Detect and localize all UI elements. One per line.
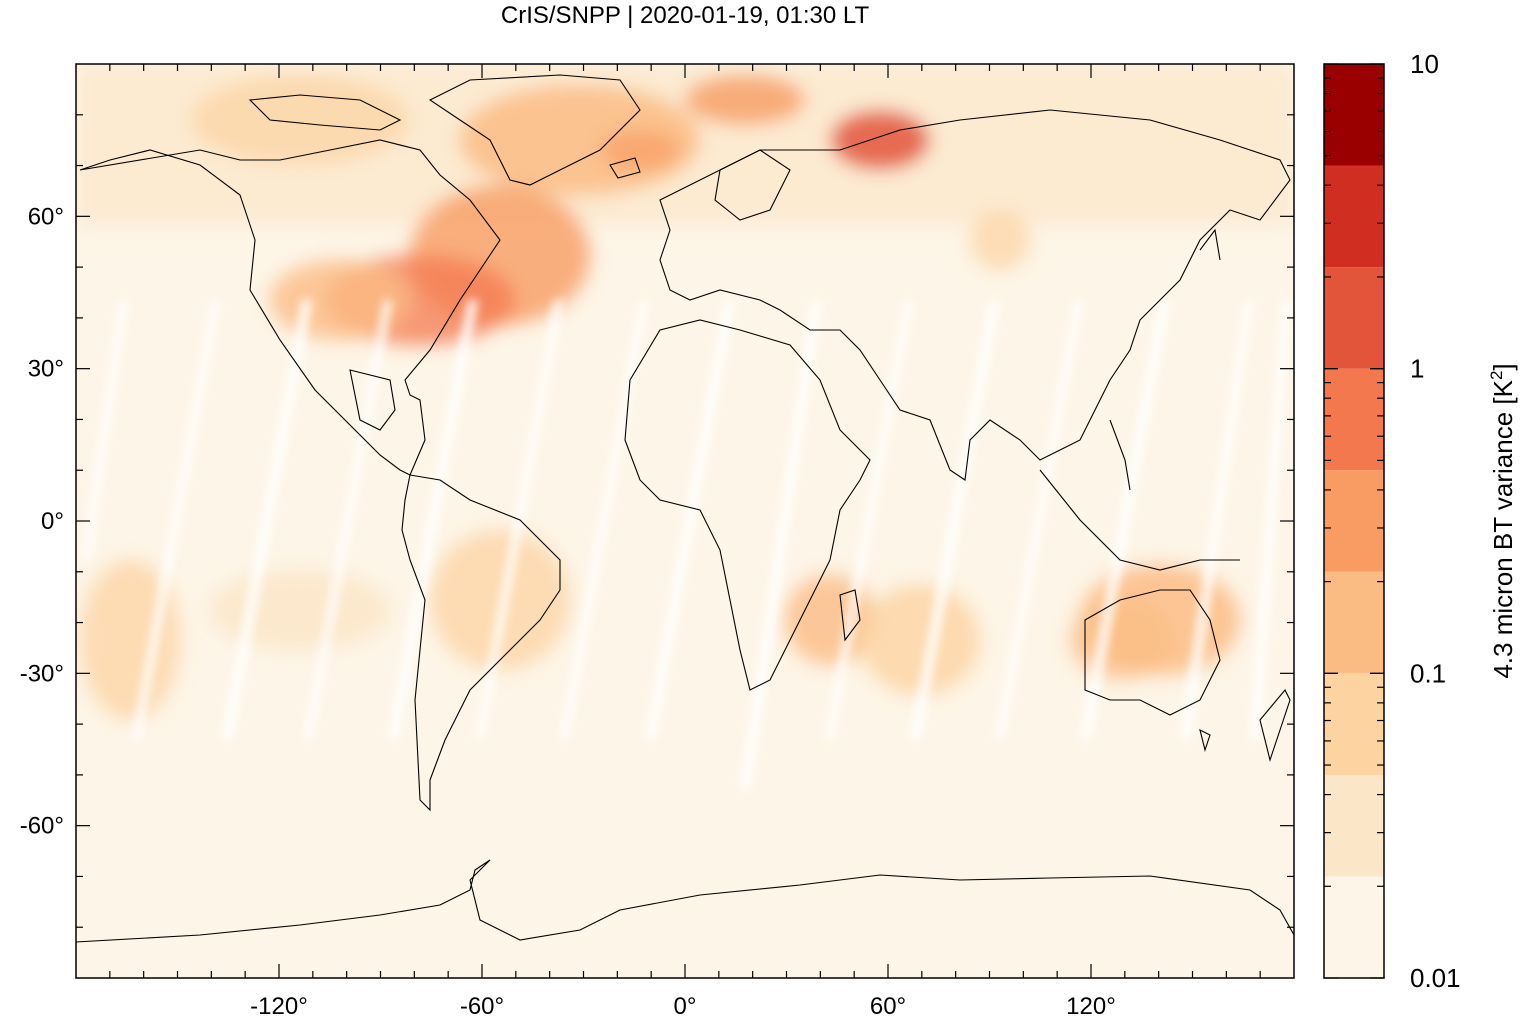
y-tick-label: -30° <box>20 660 64 687</box>
chart-title: CrIS/SNPP | 2020-01-19, 01:30 LT <box>500 2 870 29</box>
colorbar-frame <box>1323 63 1385 979</box>
x-tick-label: 60° <box>870 993 906 1020</box>
colorbar-band <box>1324 267 1384 369</box>
colorbar-band <box>1324 774 1384 877</box>
colorbar-band <box>1324 165 1384 268</box>
y-axis: 60° 30° 0° -30° -60° <box>20 114 1294 928</box>
colorbar-label: 4.3 micron BT variance [K2] <box>1487 363 1518 678</box>
y-tick-label: 0° <box>41 508 64 535</box>
colorbar-tick-label: 1 <box>1410 354 1424 384</box>
colorbar-tick-label: 10 <box>1410 49 1439 79</box>
colorbar-ticks: 10 1 0.1 0.01 <box>1324 49 1461 993</box>
variance-field <box>76 64 1294 720</box>
colorbar-band <box>1324 368 1384 471</box>
colorbar-tick-label: 0.01 <box>1410 963 1461 993</box>
coastlines <box>76 74 1294 943</box>
y-tick-label: 30° <box>28 356 64 383</box>
colorbar-band <box>1324 64 1384 166</box>
x-axis: -120° -60° 0° 60° 120° <box>109 64 1261 1020</box>
y-tick-label: 60° <box>28 203 64 230</box>
x-tick-label: -120° <box>250 993 308 1020</box>
colorbar-band <box>1324 673 1384 775</box>
colorbar-band <box>1324 470 1384 572</box>
x-tick-label: 120° <box>1066 993 1116 1020</box>
colorbar-band <box>1324 571 1384 674</box>
colorbar-band <box>1324 876 1384 978</box>
colorbar: 10 1 0.1 0.01 4.3 micron BT variance [K2] <box>1323 49 1518 993</box>
y-tick-label: -60° <box>20 813 64 840</box>
x-tick-label: 0° <box>674 993 697 1020</box>
colorbar-tick-label: 0.1 <box>1410 658 1446 688</box>
map-panel <box>76 64 1294 978</box>
colorbar-bands <box>1324 64 1384 978</box>
x-tick-label: -60° <box>460 993 504 1020</box>
